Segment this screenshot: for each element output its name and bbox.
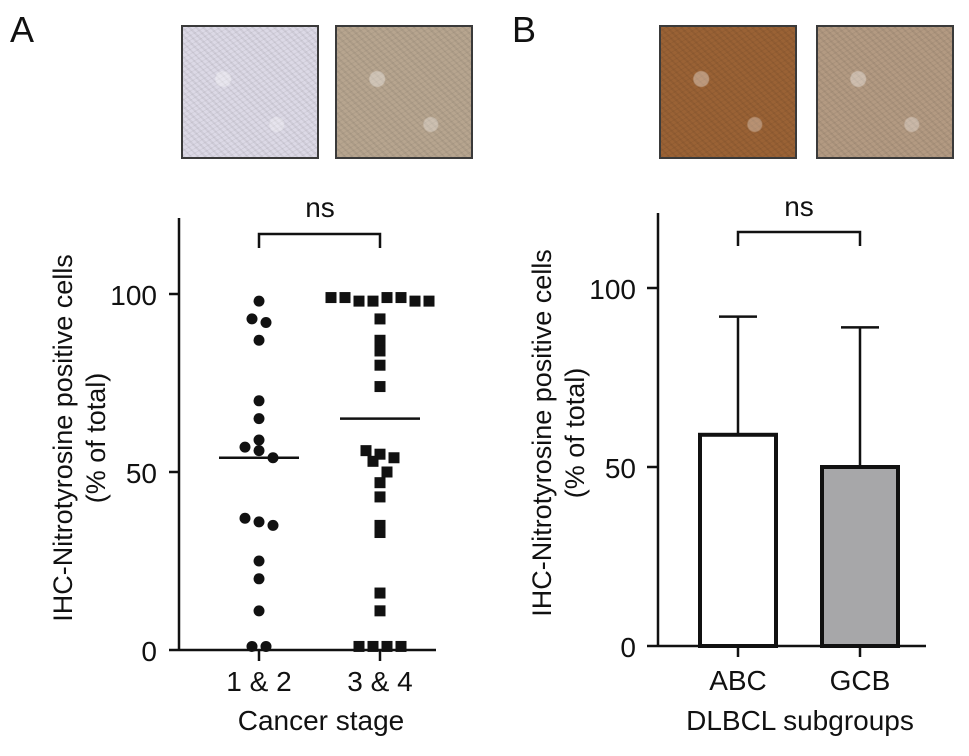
panel-b-label: B bbox=[512, 9, 537, 50]
chart-b-x-axis-label: DLBCL subgroups bbox=[686, 705, 914, 736]
chart-a-point bbox=[395, 640, 407, 652]
chart-a-xtick-label-2: 3 & 4 bbox=[347, 666, 412, 697]
chart-a-point bbox=[374, 605, 386, 617]
chart-a-point bbox=[246, 640, 258, 652]
chart-b: 0 50 100 ABC GCB DLBCL subgroups IHC-Nit… bbox=[527, 191, 926, 736]
chart-a-point bbox=[367, 455, 379, 467]
chart-a-significance: ns bbox=[257, 192, 382, 248]
chart-a-y-axis: 0 50 100 bbox=[110, 218, 181, 667]
chart-a-point bbox=[253, 334, 265, 346]
chart-a-point bbox=[374, 491, 386, 503]
chart-a-point bbox=[381, 466, 393, 478]
chart-a-y-axis-title: IHC-Nitrotyrosine positive cells (% of t… bbox=[48, 254, 111, 622]
chart-a-point bbox=[388, 452, 400, 464]
chart-b-y-axis: 0 50 100 bbox=[589, 213, 660, 663]
chart-a-point bbox=[253, 395, 265, 407]
chart-a-point bbox=[374, 359, 386, 371]
chart-a-point bbox=[423, 295, 435, 307]
chart-a-point bbox=[367, 295, 379, 307]
chart-a-point bbox=[253, 434, 265, 446]
chart-a-point bbox=[253, 605, 265, 617]
micrograph-b-right bbox=[816, 25, 954, 159]
chart-a-point bbox=[374, 527, 386, 539]
chart-b-x-axis: ABC GCB DLBCL subgroups bbox=[658, 644, 926, 736]
chart-a-point bbox=[239, 441, 251, 453]
chart-b-xtick-label-2: GCB bbox=[830, 665, 891, 696]
chart-a-point bbox=[253, 573, 265, 585]
chart-b-ns-label: ns bbox=[784, 191, 814, 222]
chart-a-point bbox=[374, 381, 386, 393]
chart-a-point bbox=[239, 512, 251, 524]
panel-a-label: A bbox=[10, 9, 35, 50]
chart-a-point bbox=[360, 445, 372, 457]
chart-a-point bbox=[260, 316, 272, 328]
chart-b-ytick-label-50: 50 bbox=[605, 453, 636, 484]
chart-a-point bbox=[325, 292, 337, 304]
chart-a-x-axis: 1 & 2 3 & 4 Cancer stage bbox=[179, 648, 436, 736]
chart-a-point bbox=[374, 477, 386, 489]
chart-b-ylabel-line1: IHC-Nitrotyrosine positive cells bbox=[527, 249, 557, 617]
chart-a-point bbox=[246, 313, 258, 325]
chart-a-ytick-label-0: 0 bbox=[141, 636, 157, 667]
chart-a-point bbox=[260, 640, 272, 652]
chart-a-point bbox=[381, 640, 393, 652]
chart-a-xtick-label-1: 1 & 2 bbox=[226, 666, 291, 697]
chart-a-point bbox=[253, 516, 265, 528]
chart-a-point bbox=[253, 555, 265, 567]
chart-b-ytick-label-100: 100 bbox=[589, 274, 636, 305]
chart-a-point bbox=[353, 640, 365, 652]
chart-a-ylabel-line2: (% of total) bbox=[81, 373, 111, 504]
chart-a-point bbox=[374, 448, 386, 460]
chart-a: 0 50 100 1 & 2 3 & 4 Cancer stage IHC-Ni… bbox=[48, 192, 436, 736]
chart-a-point bbox=[409, 295, 421, 307]
chart-a-point bbox=[374, 313, 386, 325]
chart-a-x-axis-label: Cancer stage bbox=[238, 705, 405, 736]
chart-a-point bbox=[367, 640, 379, 652]
chart-a-point bbox=[267, 519, 279, 531]
chart-b-significance: ns bbox=[736, 191, 862, 246]
chart-a-point bbox=[253, 413, 265, 425]
chart-a-point bbox=[395, 292, 407, 304]
chart-b-ytick-label-0: 0 bbox=[620, 632, 636, 663]
chart-b-bars bbox=[698, 315, 900, 648]
chart-a-ylabel-line1: IHC-Nitrotyrosine positive cells bbox=[48, 254, 78, 622]
micrograph-a-right bbox=[335, 25, 473, 159]
chart-a-point bbox=[339, 292, 351, 304]
chart-a-point bbox=[381, 292, 393, 304]
chart-b-bar-gcb bbox=[820, 465, 900, 648]
chart-a-point bbox=[374, 345, 386, 357]
chart-b-xtick-label-1: ABC bbox=[709, 665, 767, 696]
micrograph-b-left bbox=[659, 25, 797, 159]
chart-a-ns-label: ns bbox=[305, 192, 335, 223]
chart-a-ytick-label-100: 100 bbox=[110, 280, 157, 311]
chart-a-point bbox=[374, 334, 386, 346]
chart-a-point bbox=[374, 519, 386, 531]
chart-a-points bbox=[219, 292, 435, 652]
chart-a-point bbox=[353, 295, 365, 307]
chart-a-point bbox=[253, 295, 265, 307]
chart-b-bar-abc bbox=[698, 432, 778, 648]
micrograph-a-left bbox=[181, 25, 319, 159]
chart-a-point bbox=[253, 445, 265, 457]
chart-b-y-axis-title: IHC-Nitrotyrosine positive cells (% of t… bbox=[527, 249, 590, 617]
chart-a-point bbox=[374, 587, 386, 599]
chart-b-ylabel-line2: (% of total) bbox=[560, 368, 590, 499]
chart-a-ytick-label-50: 50 bbox=[126, 458, 157, 489]
